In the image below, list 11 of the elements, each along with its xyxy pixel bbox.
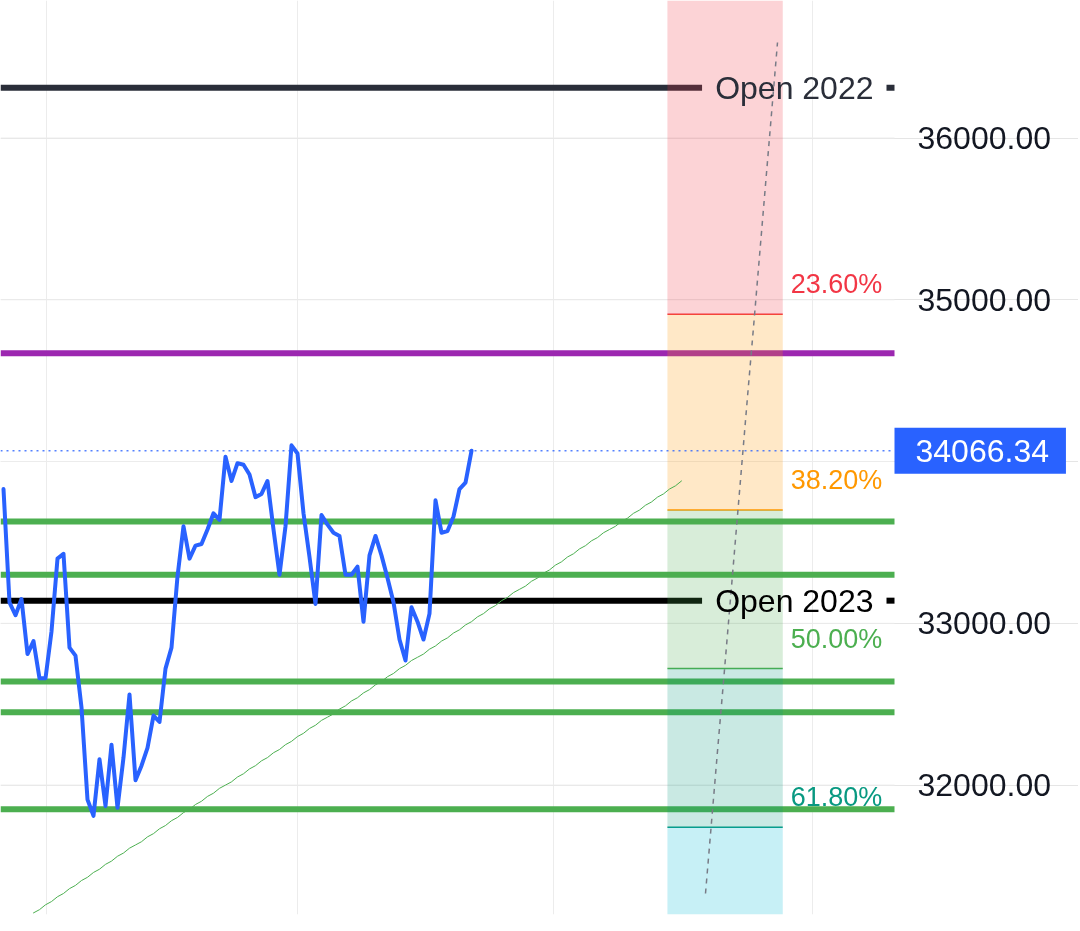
- y-tick-label: 36000.00: [917, 120, 1051, 156]
- band-label: 61.80%: [790, 782, 883, 813]
- band-label: 23.60%: [790, 269, 883, 300]
- ref-line-label: 34066.34: [915, 432, 1049, 469]
- band-label: 38.20%: [790, 465, 883, 496]
- band-label: 50.00%: [790, 623, 883, 654]
- y-tick-label: 33000.00: [917, 605, 1051, 642]
- ref-line-label: Open 2022: [715, 69, 874, 106]
- y-tick-label: 35000.00: [917, 281, 1051, 318]
- y-tick-label: 32000.00: [917, 767, 1051, 804]
- ref-line-label: Open 2023: [715, 582, 874, 619]
